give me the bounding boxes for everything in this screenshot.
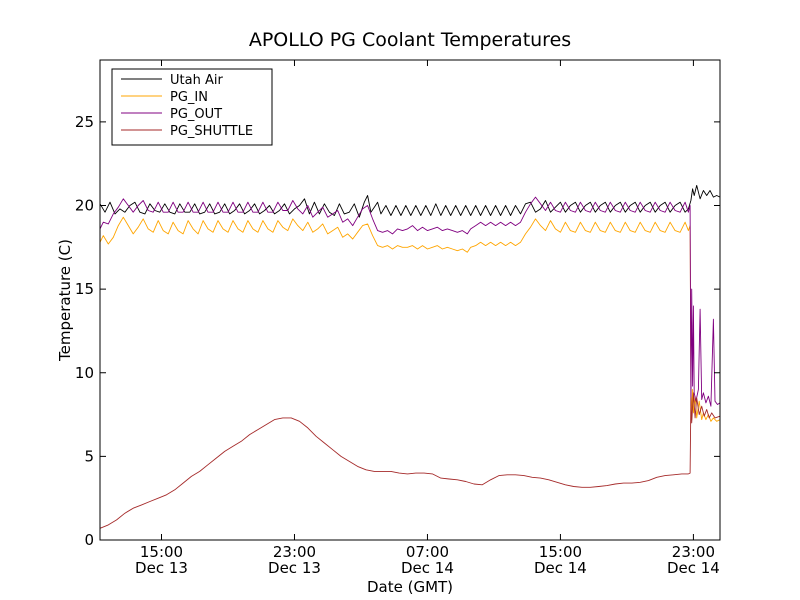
x-tick-label-1: 23:00 (273, 543, 316, 561)
y-tick-label-1: 5 (84, 447, 94, 465)
plot-frame (99, 59, 721, 541)
x-tick-date-label-2: Dec 14 (401, 559, 454, 577)
y-axis-label: Temperature (C) (56, 239, 74, 362)
legend-label-3: PG_SHUTTLE (170, 124, 253, 139)
legend-frame (111, 68, 273, 146)
series-line-1 (99, 216, 721, 422)
x-tick-label-3: 15:00 (539, 543, 582, 561)
x-tick-label-2: 07:00 (406, 543, 449, 561)
x-tick-date-label-4: Dec 14 (667, 559, 720, 577)
x-tick-label-0: 15:00 (140, 543, 183, 561)
x-axis-label: Date (GMT) (367, 578, 453, 596)
series-line-3 (99, 392, 721, 529)
legend-label-0: Utah Air (170, 73, 223, 88)
series-layer (99, 184, 721, 529)
x-tick-label-4: 23:00 (672, 543, 715, 561)
x-tick-date-label-1: Dec 13 (268, 559, 321, 577)
series-line-2 (99, 196, 721, 407)
legend-label-1: PG_IN (170, 90, 208, 105)
y-tick-label-5: 25 (75, 113, 94, 131)
legend: Utah Air PG_IN PG_OUT PG_SHUTTLE (111, 68, 273, 146)
y-tick-label-3: 15 (75, 280, 94, 298)
y-axis: 0 5 10 15 20 25 (75, 113, 720, 549)
x-tick-date-label-3: Dec 14 (534, 559, 587, 577)
series-line-0 (99, 184, 721, 218)
x-tick-date-label-0: Dec 13 (135, 559, 188, 577)
y-tick-label-0: 0 (84, 531, 94, 549)
chart-title: APOLLO PG Coolant Temperatures (249, 29, 571, 51)
y-tick-label-4: 20 (75, 197, 94, 215)
y-tick-label-2: 10 (75, 364, 94, 382)
legend-label-2: PG_OUT (170, 107, 222, 122)
